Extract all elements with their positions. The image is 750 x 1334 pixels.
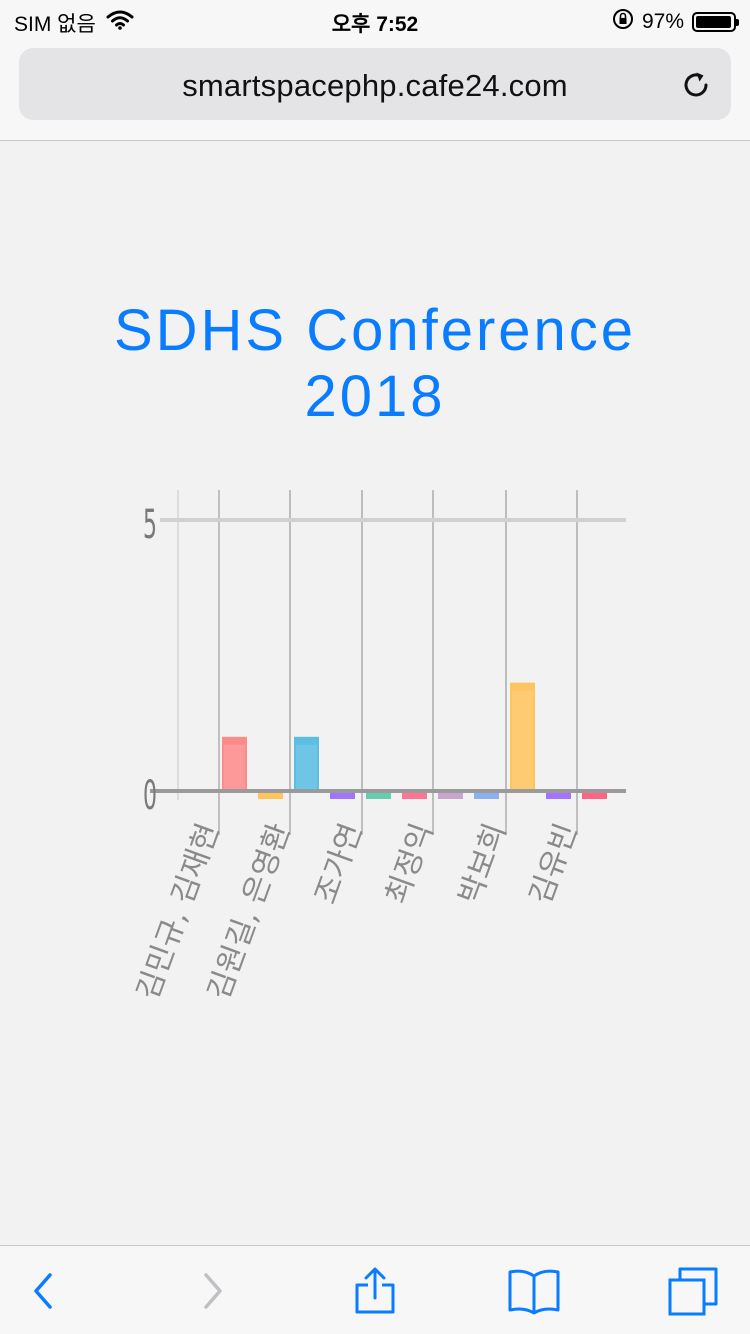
page-title-line2: 2018: [304, 364, 446, 429]
chart-bar: [294, 736, 319, 791]
browser-toolbar: [0, 1245, 750, 1334]
chart-bar-highlight: [512, 690, 533, 791]
chart-grid: [160, 490, 626, 835]
page-title: SDHS Conference 2018: [0, 298, 750, 430]
y-tick-label: 0: [143, 772, 157, 819]
reload-icon[interactable]: [679, 68, 713, 102]
tabs-icon[interactable]: [666, 1266, 722, 1316]
chart-bar: [582, 791, 607, 799]
orientation-lock-icon: [612, 8, 634, 36]
battery-icon: [692, 12, 739, 32]
x-tick-label: 조가연: [308, 819, 369, 909]
status-bar: SIM 없음 오후 7:52 97%: [0, 0, 750, 40]
url-text[interactable]: smartspacephp.cafe24.com: [182, 68, 568, 103]
chart-bar: [366, 791, 391, 799]
clock: 오후 7:52: [331, 13, 419, 36]
chart-bar: [438, 791, 463, 799]
battery-cap: [736, 19, 739, 26]
x-tick-label: 김유빈: [523, 819, 584, 909]
chart-bar: [330, 791, 355, 799]
chart-bar-highlight: [296, 744, 317, 791]
url-field[interactable]: smartspacephp.cafe24.com: [19, 48, 731, 120]
x-tick-label: 최정익: [379, 819, 440, 909]
back-icon[interactable]: [16, 1266, 72, 1316]
chart-bars: [222, 682, 607, 799]
battery-percent: 97%: [641, 10, 684, 33]
chart-bar: [258, 791, 283, 799]
page-title-line1: SDHS Conference: [113, 298, 637, 363]
chart-bar: [510, 682, 535, 791]
wifi-icon: [106, 10, 134, 36]
chart-bar: [402, 791, 427, 799]
chart-bar: [222, 736, 247, 791]
forward-icon[interactable]: [184, 1266, 240, 1316]
bookmarks-icon[interactable]: [506, 1266, 562, 1316]
chart-bar-highlight: [224, 744, 245, 791]
battery-fill: [696, 16, 731, 28]
chart-bar: [474, 791, 499, 799]
y-tick-label: 5: [143, 501, 157, 548]
status-right: 97%: [612, 8, 739, 36]
x-tick-label: 박보희: [452, 819, 513, 909]
share-icon[interactable]: [347, 1266, 403, 1316]
chart-bar: [546, 791, 571, 799]
address-bar-area: smartspacephp.cafe24.com: [0, 40, 750, 141]
carrier-label: SIM 없음: [14, 13, 96, 36]
status-left: SIM 없음: [14, 8, 134, 38]
